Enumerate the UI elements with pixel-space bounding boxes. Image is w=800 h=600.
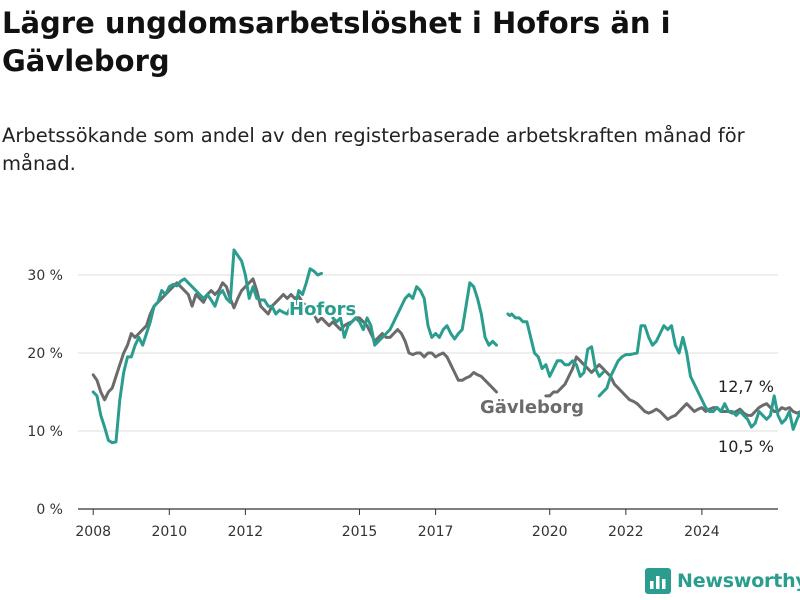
y-tick-label: 0 %: [36, 502, 63, 518]
end-label-hofors: 10,5 %: [718, 437, 774, 456]
chart-subtitle: Arbetssökande som andel av den registerb…: [2, 124, 745, 175]
x-tick-label: 2017: [418, 524, 454, 540]
gridlines: [78, 274, 778, 510]
brand-name: Newsworthy: [677, 570, 800, 592]
newsworthy-logo: Newsworthy: [645, 568, 800, 594]
series-label-hofors: Hofors: [289, 299, 356, 320]
end-label-gavleborg: 12,7 %: [718, 377, 774, 396]
series-line-hofors: [91, 248, 323, 445]
y-tick-label: 20 %: [27, 346, 63, 362]
series-labels: Hofors Gävleborg 12,7 % 10,5 %: [287, 297, 774, 456]
x-tick-label: 2010: [151, 524, 187, 540]
series-line-gavleborg: [91, 277, 498, 402]
series-line-gavleborg: [544, 355, 800, 421]
x-tick-label: 2024: [684, 524, 720, 540]
x-tick-label: 2022: [608, 524, 644, 540]
chart-title: Lägre ungdomsarbetslöshet i Hofors än i …: [2, 6, 671, 78]
series-line-hofors: [597, 324, 800, 431]
y-axis: 0 % 10 % 20 % 30 %: [27, 268, 63, 518]
y-tick-label: 10 %: [27, 424, 63, 440]
bar-chart-logo-icon: [645, 568, 671, 594]
series-lines: [91, 248, 800, 445]
series-label-gavleborg: Gävleborg: [480, 397, 584, 418]
x-axis: 2008 2010 2012 2015 2017 2020 2022 2024: [75, 509, 720, 540]
x-tick-label: 2008: [75, 524, 111, 540]
y-tick-label: 30 %: [27, 268, 63, 284]
series-line-hofors: [506, 312, 605, 378]
x-tick-label: 2015: [342, 524, 378, 540]
x-tick-label: 2020: [532, 524, 568, 540]
x-tick-label: 2012: [228, 524, 264, 540]
series-line-hofors: [331, 281, 498, 347]
